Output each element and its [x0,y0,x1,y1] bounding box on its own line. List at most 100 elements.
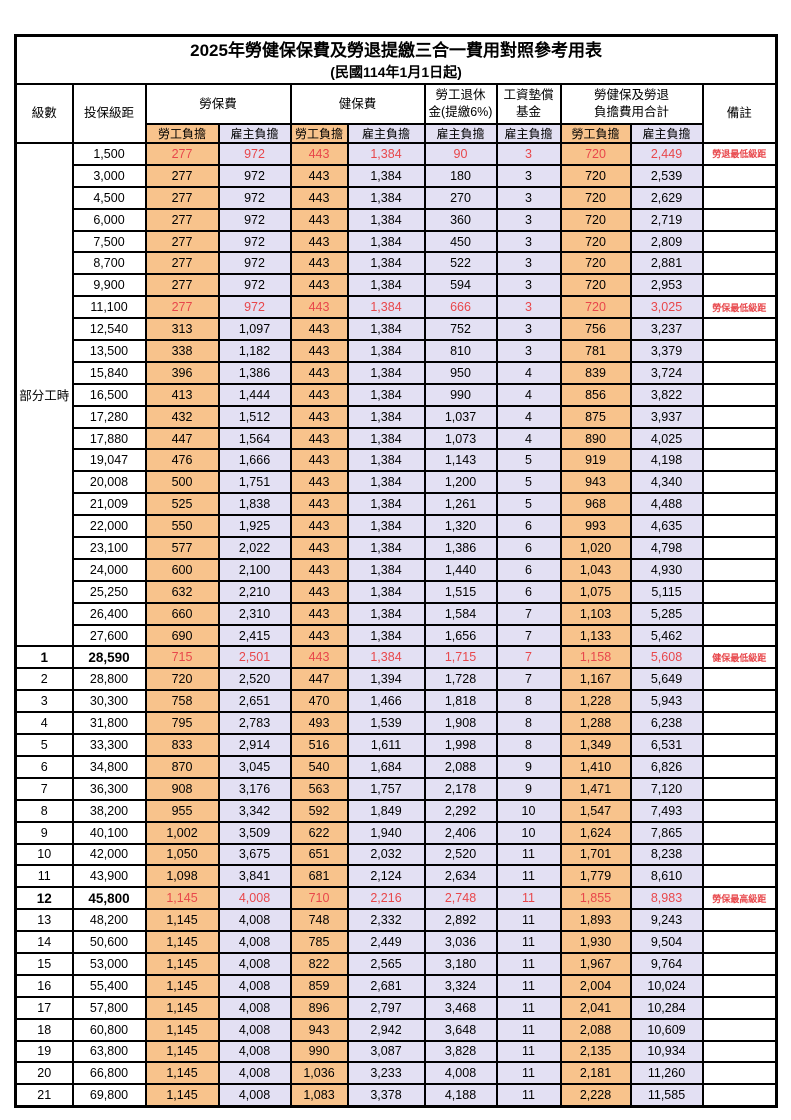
cell-bracket: 43,900 [71,864,147,889]
cell-value: 2,004 [559,973,632,998]
cell-value: 443 [289,295,349,320]
cell-value: 500 [144,470,220,495]
cell-note [701,995,778,1020]
cell-level: 6 [14,754,74,779]
cell-value: 8 [495,711,562,736]
table-row: 19,047 476 1,666 443 1,384 1,143 5 919 4,198 [16,448,778,473]
cell-level: 1 [14,645,74,670]
cell-value: 3,937 [629,404,704,429]
title-cell: 2025年勞健保保費及勞退提繳三合一費用對照參考用表 (民國114年1月1日起) [14,34,778,85]
cell-value: 11 [495,864,562,889]
cell-value: 1,002 [144,820,220,845]
cell-value: 1,384 [346,645,426,670]
cell-value: 2,953 [629,273,704,298]
cell-value: 1,410 [559,754,632,779]
cell-value: 4,188 [423,1083,498,1108]
cell-value: 4,008 [217,1061,292,1086]
total-header-line2: 負擔費用合計 [593,105,669,119]
cell-value: 1,779 [559,864,632,889]
cell-value: 3 [495,251,562,276]
cell-value: 943 [289,1017,349,1042]
cell-value: 833 [144,733,220,757]
cell-value: 6,826 [629,754,704,779]
cell-value: 10 [495,820,562,845]
cell-value: 3,648 [423,1017,498,1042]
cell-level: 5 [14,733,74,757]
cell-value: 7,493 [629,798,704,823]
cell-level: 3 [14,689,74,714]
cell-value: 972 [217,229,292,254]
cell-note [701,1061,778,1086]
subheader-health-employee: 勞工負擔 [289,123,349,144]
cell-value: 2,041 [559,995,632,1020]
table-row: 17,280 432 1,512 443 1,384 1,037 4 875 3,937 [16,404,778,429]
cell-value: 4 [495,382,562,407]
part-time-merged-cell: 部分工時 [14,141,74,648]
cell-value: 8 [495,733,562,757]
cell-value: 2,216 [346,886,426,911]
cell-value: 4,635 [629,514,704,539]
cell-value: 1,145 [144,1017,220,1042]
cell-value: 1,037 [423,404,498,429]
cell-note [701,798,778,823]
cell-value: 1,075 [559,579,632,604]
cell-bracket: 7,500 [71,229,147,254]
cell-value: 972 [217,142,292,166]
cell-value: 443 [289,492,349,517]
col-header-labor-insurance: 勞保費 [144,83,292,125]
table-row: 17 57,800 1,145 4,008 896 2,797 3,468 11 2,041 10… [14,995,778,1020]
cell-note: 勞退最低級距 [701,142,778,166]
cell-value: 1,384 [346,514,426,539]
cell-value: 3,724 [629,360,704,385]
cell-value: 8,238 [629,842,704,867]
cell-value: 1,384 [346,185,426,210]
cell-value: 1,386 [423,536,498,560]
table-row: 5 33,300 833 2,914 516 1,611 1,998 8 1,349 6,531 [14,733,778,757]
cell-value: 4,008 [217,1017,292,1042]
cell-value: 870 [144,754,220,779]
cell-value: 11 [495,995,562,1020]
cell-value: 594 [423,273,498,298]
table-row: 24,000 600 2,100 443 1,384 1,440 6 1,043 4,930 [16,557,778,582]
cell-value: 3,237 [629,317,704,342]
cell-value: 3,176 [217,776,292,801]
cell-value: 447 [144,426,220,451]
cell-value: 5,462 [629,623,704,648]
cell-value: 1,143 [423,448,498,473]
cell-bracket: 25,250 [71,579,147,604]
cell-value: 2,310 [217,601,292,626]
cell-value: 1,384 [346,448,426,473]
cell-value: 839 [559,360,632,385]
cell-bracket: 36,300 [71,776,147,801]
cell-note [701,908,778,933]
page-subtitle: (民國114年1月1日起) [330,63,462,80]
cell-value: 968 [559,492,632,517]
cell-value: 720 [559,142,632,166]
subheader-total-employee: 勞工負擔 [559,123,632,144]
table-row: 8 38,200 955 3,342 592 1,849 2,292 10 1,547 7,493 [14,798,778,823]
cell-value: 972 [217,273,292,298]
cell-value: 4,488 [629,492,704,517]
cell-level: 20 [14,1061,74,1086]
cell-value: 10 [495,798,562,823]
cell-value: 1,384 [346,492,426,517]
cell-value: 1,666 [217,448,292,473]
col-header-wage-fund: 工資墊償 基金 [495,83,562,125]
cell-value: 9 [495,754,562,779]
cell-value: 3,180 [423,951,498,976]
cell-value: 3,841 [217,864,292,889]
cell-value: 2,210 [217,579,292,604]
cell-value: 360 [423,207,498,232]
cell-level: 9 [14,820,74,845]
cell-bracket: 45,800 [71,886,147,911]
table-row: 6,000 277 972 443 1,384 360 3 720 2,719 [16,207,778,232]
cell-value: 720 [559,185,632,210]
cell-bracket: 11,100 [71,295,147,320]
cell-value: 1,288 [559,711,632,736]
cell-value: 1,145 [144,1039,220,1064]
wage-fund-header-line2: 基金 [515,105,541,119]
cell-bracket: 53,000 [71,951,147,976]
cell-value: 9,504 [629,930,704,954]
cell-bracket: 21,009 [71,492,147,517]
cell-value: 277 [144,273,220,298]
